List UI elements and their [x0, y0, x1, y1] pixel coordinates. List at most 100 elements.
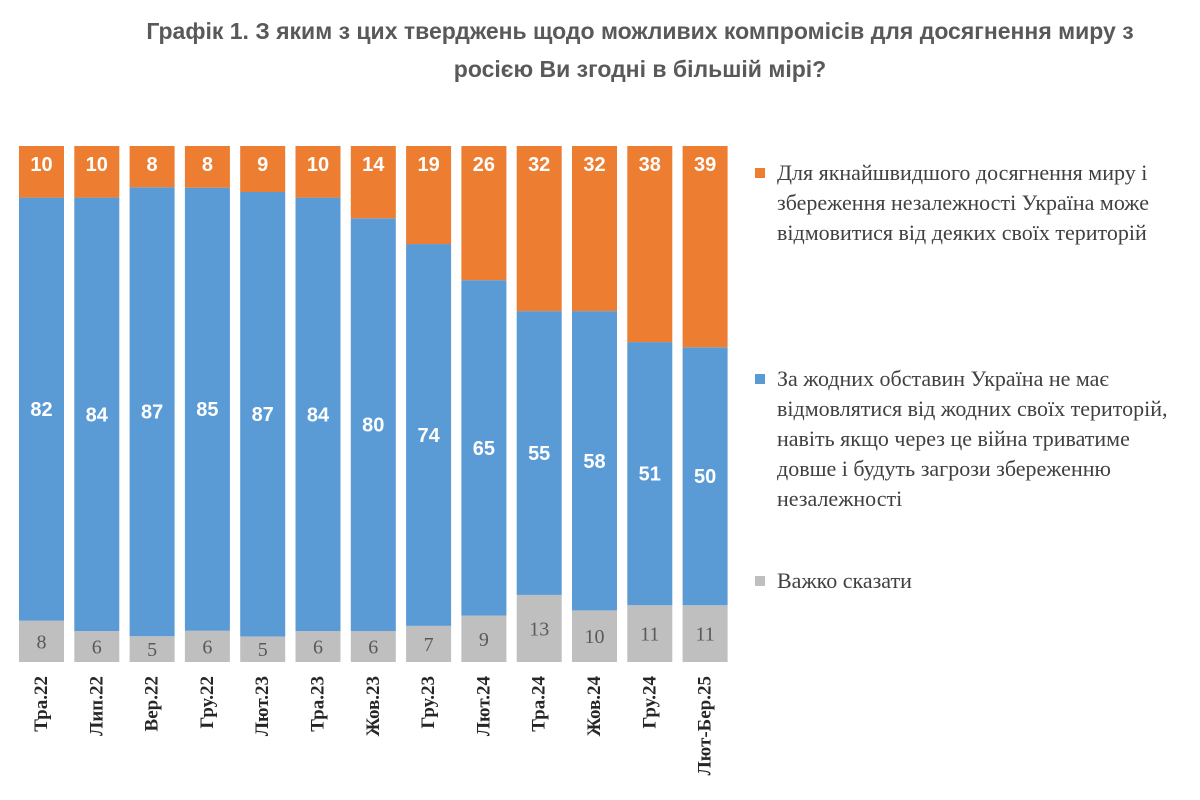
legend-label-no-concession: За жодних обставин Україна не має відмов…	[777, 366, 1168, 511]
bar-segment	[19, 197, 64, 621]
data-label: 10	[307, 154, 329, 176]
x-tick-label: Тра.23	[308, 676, 329, 732]
bar-segment	[461, 146, 507, 281]
bar-segment	[240, 191, 286, 637]
bar-segment	[19, 620, 64, 662]
data-label: 55	[528, 443, 550, 465]
data-label: 8	[147, 154, 158, 176]
bar-segment	[627, 146, 673, 343]
legend-item-blue: За жодних обставин Україна не має відмов…	[755, 364, 1172, 514]
data-label: 7	[424, 634, 434, 656]
data-label: 85	[196, 399, 218, 421]
data-label: 9	[257, 154, 268, 176]
bar-segment	[682, 146, 728, 348]
data-label: 6	[202, 636, 212, 658]
bar-segment	[129, 187, 175, 637]
bar-segment	[627, 342, 673, 606]
data-label: 38	[639, 154, 661, 176]
bar-segment	[350, 218, 396, 632]
data-label: 58	[583, 451, 605, 473]
bar-segment	[19, 146, 64, 198]
x-tick-label: Вер.22	[142, 676, 163, 731]
bar-segment	[295, 197, 341, 632]
bar-segment	[74, 146, 120, 198]
bar-segment	[74, 631, 120, 662]
data-label: 13	[529, 618, 549, 640]
bar-segment	[406, 625, 452, 662]
bar-segment	[516, 594, 562, 662]
x-tick-label: Лют.23	[252, 676, 273, 736]
bar-segment	[240, 146, 286, 192]
data-label: 10	[585, 626, 605, 648]
bar-segment	[350, 631, 396, 662]
x-tick-label: Гру.23	[418, 676, 439, 729]
data-label: 84	[86, 404, 109, 426]
legend-swatch-gray	[755, 576, 765, 586]
data-label: 50	[694, 466, 716, 488]
bar-segment	[461, 280, 507, 616]
x-tick-label: Жов.24	[584, 676, 605, 737]
bar-segment	[572, 311, 617, 611]
data-label: 80	[362, 415, 384, 437]
data-label: 14	[362, 154, 385, 176]
data-label: 74	[417, 425, 440, 447]
data-label: 10	[86, 154, 108, 176]
data-label: 19	[417, 154, 439, 176]
chart-title-line-2: росією Ви згодні в більшій мірі?	[453, 56, 827, 82]
data-label: 5	[258, 639, 268, 661]
data-label: 6	[92, 637, 102, 659]
bar-segment	[516, 311, 562, 595]
data-label: 6	[313, 637, 323, 659]
data-label: 84	[307, 404, 330, 426]
data-label: 26	[473, 154, 495, 176]
x-tick-label: Гру.24	[639, 676, 660, 729]
bar-segment	[682, 605, 728, 662]
data-label: 11	[640, 624, 659, 646]
bar-segment	[184, 187, 230, 631]
bar-segment	[129, 636, 175, 662]
bar-segment	[627, 605, 673, 662]
legend-item-gray: Важко сказати	[755, 566, 1172, 596]
data-label: 82	[30, 399, 52, 421]
bar-segment	[184, 630, 230, 662]
bar-segment	[240, 636, 286, 662]
legend-item-orange: Для якнайшвидшого досягнення миру і збер…	[755, 158, 1172, 248]
legend-label-hard-to-say: Важко сказати	[777, 568, 912, 593]
x-tick-label: Лип.22	[86, 676, 107, 736]
data-label: 32	[528, 154, 550, 176]
bar-segment	[406, 146, 452, 245]
bar-segment	[295, 146, 341, 198]
legend-label-concede-territory: Для якнайшвидшого досягнення миру і збер…	[777, 160, 1149, 245]
x-tick-label: Тра.24	[529, 676, 550, 732]
bar-segment	[516, 146, 562, 312]
bar-segment	[74, 197, 120, 632]
data-label: 8	[202, 154, 213, 176]
data-label: 39	[694, 154, 716, 176]
x-tick-label: Жов.23	[363, 676, 384, 736]
bar-segment	[406, 244, 452, 626]
legend-swatch-blue	[755, 374, 765, 384]
bar-segment	[129, 146, 175, 188]
x-tick-label: Тра.22	[31, 676, 52, 732]
data-label: 9	[479, 629, 489, 651]
bar-segment	[461, 615, 507, 662]
data-label: 8	[37, 631, 47, 653]
data-label: 87	[141, 402, 163, 424]
data-label: 5	[147, 639, 157, 661]
data-label: 65	[473, 438, 495, 460]
bar-segment	[572, 146, 617, 312]
chart-title-line-1: Графік 1. З яким з цих тверджень щодо мо…	[146, 18, 1134, 44]
x-tick-label: Гру.22	[197, 676, 218, 729]
data-label: 51	[639, 464, 661, 486]
bar-segment	[682, 347, 728, 606]
legend-swatch-orange	[755, 168, 765, 178]
data-label: 11	[695, 624, 714, 646]
data-label: 10	[30, 154, 52, 176]
bar-segment	[295, 631, 341, 662]
data-label: 87	[252, 404, 274, 426]
bar-segment	[184, 146, 230, 188]
x-tick-label: Лют-Бер.25	[695, 676, 716, 775]
data-label: 32	[583, 154, 605, 176]
data-label: 6	[368, 637, 378, 659]
bar-segment	[572, 610, 617, 662]
